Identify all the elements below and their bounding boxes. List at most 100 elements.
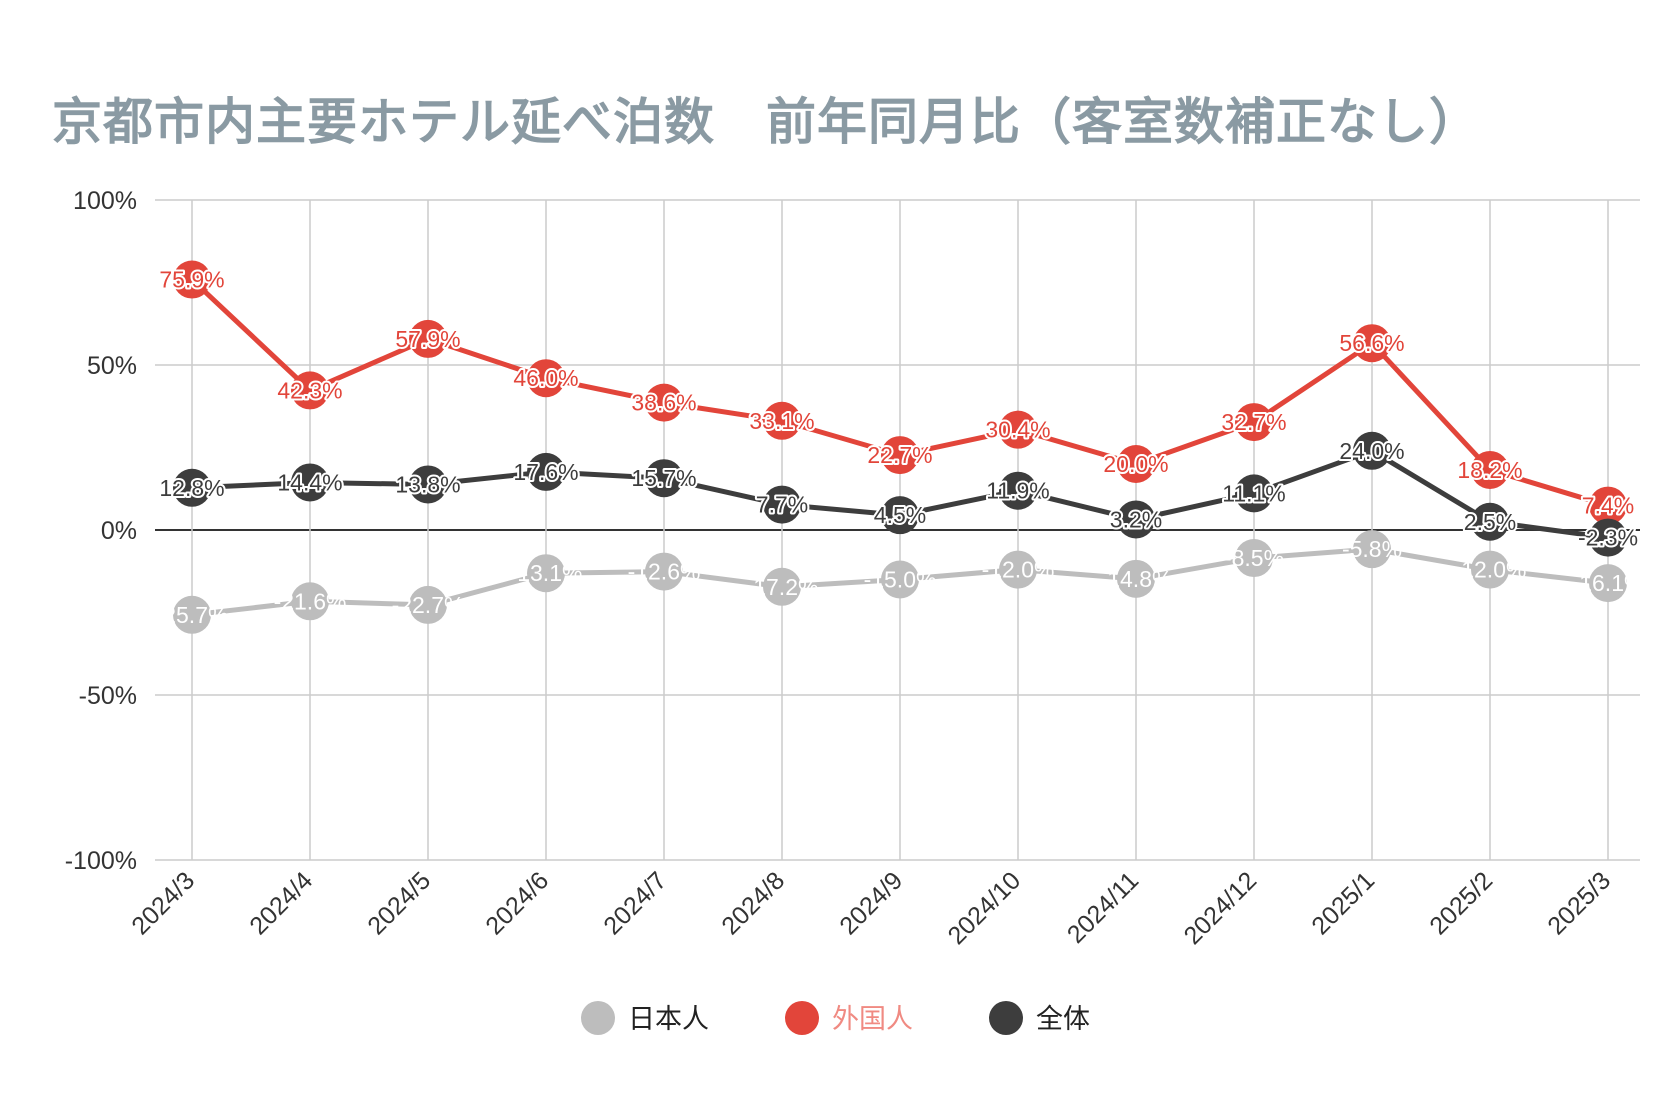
data-label: 24.0% (1339, 438, 1404, 464)
data-point (1235, 403, 1273, 442)
data-label: 46.0% (513, 365, 578, 391)
data-label: 57.9% (395, 326, 460, 352)
data-label: 33.1% (749, 408, 814, 434)
data-point (1353, 324, 1391, 363)
data-point (173, 260, 211, 299)
legend-label: 外国人 (832, 1004, 913, 1035)
legend-label: 全体 (1036, 1004, 1090, 1035)
data-point (527, 359, 565, 398)
data-point (763, 567, 801, 606)
data-point (999, 410, 1037, 449)
data-label: -12.0% (982, 557, 1055, 583)
x-tick-label: 2024/10 (943, 866, 1027, 950)
x-tick-label: 2025/3 (1542, 866, 1616, 940)
x-tick-label: 2024/11 (1062, 866, 1144, 948)
data-point (527, 452, 565, 491)
x-tick-label: 2024/12 (1179, 866, 1263, 950)
data-label: 13.8% (395, 471, 460, 497)
data-point (1117, 500, 1155, 539)
data-point (1117, 445, 1155, 483)
x-tick-label: 2024/4 (244, 866, 318, 940)
data-point (1589, 486, 1627, 525)
data-point (645, 383, 683, 422)
data-point (1117, 559, 1155, 598)
data-point (881, 496, 919, 535)
data-label: -5.8% (1342, 536, 1402, 562)
x-tick-label: 2024/6 (480, 866, 554, 940)
data-point (409, 319, 447, 358)
data-label: 7.4% (1582, 493, 1634, 519)
data-point (999, 550, 1037, 589)
data-point (1589, 564, 1627, 603)
data-point (527, 554, 565, 593)
y-tick-label: 100% (73, 187, 137, 215)
x-tick-label: 2024/5 (362, 866, 436, 940)
data-point (173, 595, 211, 634)
data-point (1471, 450, 1509, 489)
data-label: 22.7% (867, 442, 932, 468)
legend-label: 日本人 (628, 1004, 709, 1035)
data-label: 4.5% (874, 502, 926, 528)
data-label: 42.3% (277, 377, 342, 403)
data-point (1235, 539, 1273, 578)
data-point (291, 582, 329, 621)
data-label: 30.4% (985, 417, 1050, 443)
data-label: -12.0% (1454, 557, 1527, 583)
data-label: 15.7% (631, 465, 696, 491)
data-label: 56.6% (1339, 330, 1404, 356)
data-label: -2.3% (1578, 525, 1638, 551)
x-tick-label: 2024/8 (716, 866, 790, 940)
data-label: -12.6% (628, 559, 701, 585)
data-point (999, 471, 1037, 510)
data-label: -16.1% (1572, 570, 1645, 596)
data-point (409, 465, 447, 504)
data-label: 11.1% (1222, 480, 1286, 506)
y-tick-label: -100% (65, 847, 137, 875)
data-label: 11.9% (986, 478, 1050, 504)
data-point (291, 371, 329, 410)
x-tick-label: 2024/7 (598, 866, 672, 940)
data-point (645, 459, 683, 498)
legend-marker (581, 1001, 615, 1035)
data-point (1471, 502, 1509, 541)
data-label: 17.6% (513, 459, 578, 485)
data-label: 3.2% (1110, 506, 1162, 532)
y-tick-label: -50% (79, 682, 137, 710)
data-point (881, 436, 919, 475)
data-label: 75.9% (159, 267, 224, 293)
x-tick-label: 2025/1 (1306, 866, 1380, 940)
y-tick-label: 50% (87, 352, 137, 380)
data-label: -15.0% (864, 567, 937, 593)
data-label: 38.6% (631, 390, 696, 416)
data-label: -8.5% (1224, 545, 1284, 571)
legend-marker (785, 1001, 819, 1035)
data-label: 14.4% (277, 469, 342, 495)
data-label: -14.8% (1100, 566, 1173, 592)
data-point (1353, 530, 1391, 569)
data-point (1589, 518, 1627, 557)
data-point (645, 552, 683, 591)
data-label: 18.2% (1457, 457, 1522, 483)
data-label: 12.8% (159, 475, 224, 501)
x-tick-label: 2024/3 (126, 866, 200, 940)
data-point (1235, 474, 1273, 513)
data-label: 7.7% (756, 492, 808, 518)
data-point (1353, 431, 1391, 470)
data-label: -21.6% (274, 588, 347, 614)
data-point (409, 585, 447, 624)
data-point (881, 560, 919, 599)
x-tick-label: 2025/2 (1424, 866, 1498, 940)
legend-marker (989, 1001, 1023, 1035)
data-label: -25.7% (156, 602, 229, 628)
x-tick-label: 2024/9 (834, 866, 908, 940)
data-point (763, 401, 801, 440)
data-label: 20.0% (1103, 451, 1168, 477)
data-point (763, 485, 801, 524)
data-label: 32.7% (1221, 409, 1286, 435)
data-point (1471, 550, 1509, 589)
data-point (173, 468, 211, 507)
y-tick-label: 0% (101, 517, 137, 545)
data-point (291, 463, 329, 502)
